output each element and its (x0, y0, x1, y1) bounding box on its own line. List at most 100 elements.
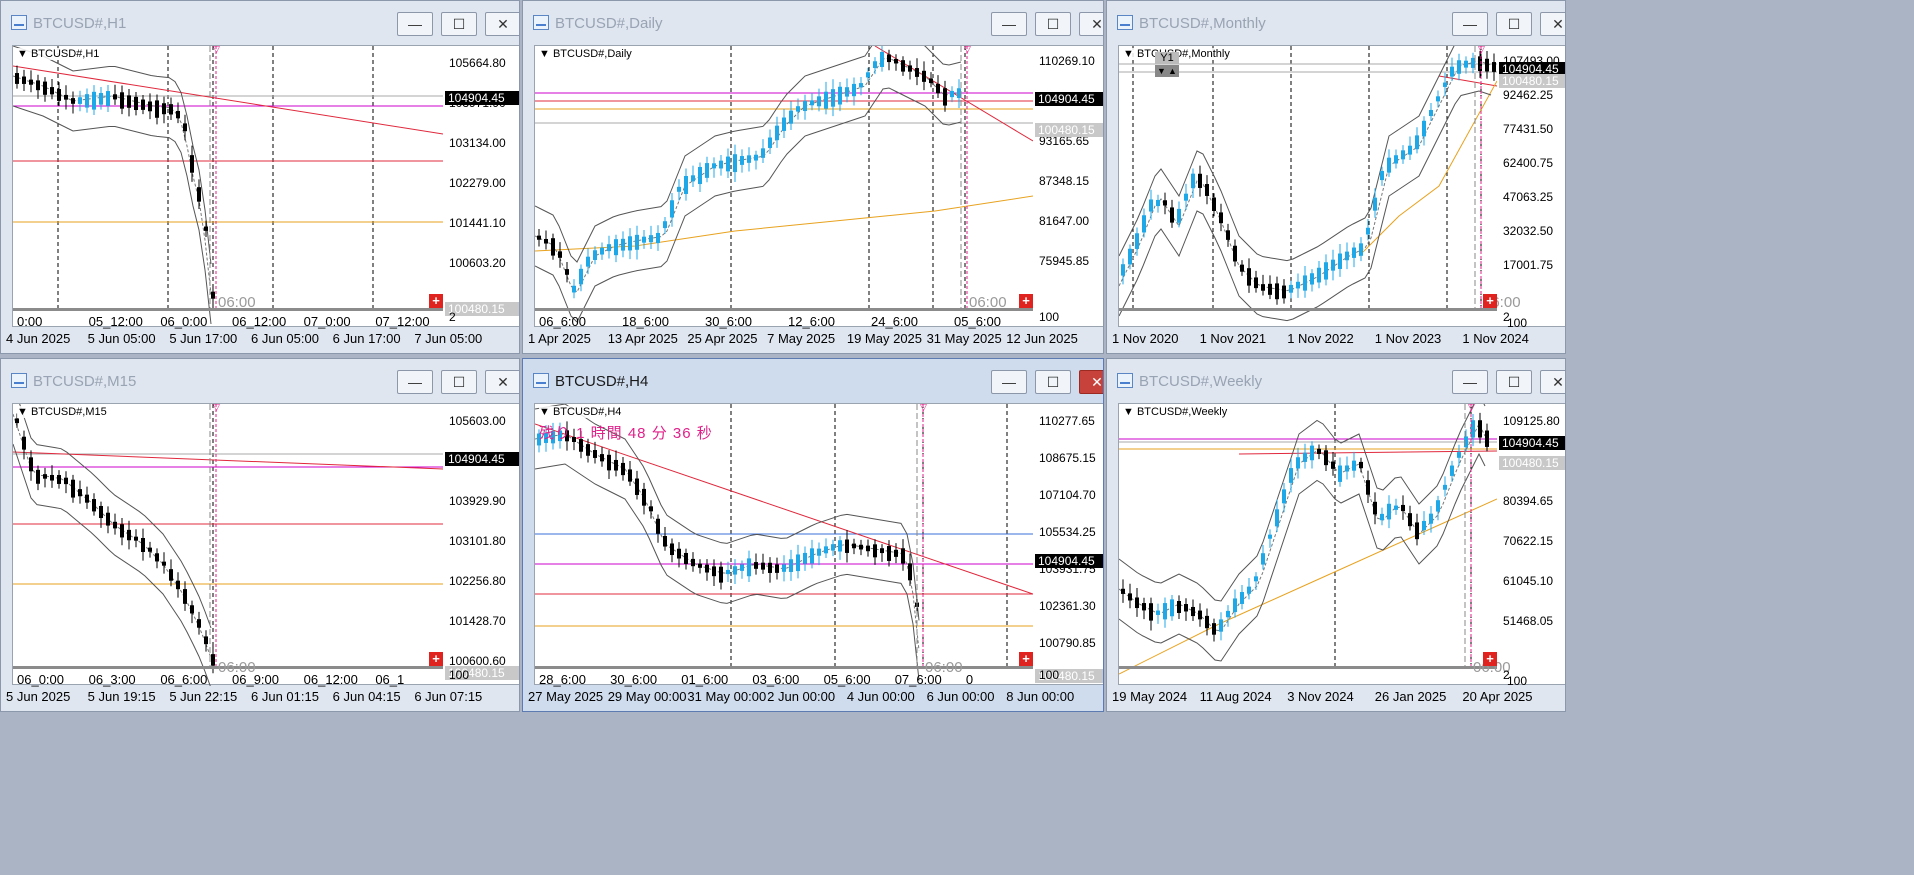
time-axis: 1 Apr 2025 13 Apr 2025 25 Apr 2025 7 May 20… (528, 331, 1103, 349)
indicator-button-arrows[interactable]: ▼ ▲ (1155, 65, 1179, 77)
indicator-separator (535, 308, 1033, 311)
add-button[interactable]: + (1019, 294, 1033, 308)
chart-area[interactable]: ▽▼ BTCUSD#,H106:00+105664.80103971.90103… (12, 45, 519, 329)
add-button[interactable]: + (1019, 652, 1033, 666)
maximize-button[interactable]: ☐ (441, 12, 477, 36)
candle (628, 236, 632, 251)
candle (155, 100, 159, 118)
candle (1142, 215, 1146, 233)
price-tick-label: 105664.80 (449, 56, 506, 70)
add-button[interactable]: + (429, 294, 443, 308)
minimize-button[interactable]: — (1452, 370, 1488, 394)
period-label: 0:00 (17, 314, 43, 329)
candle (1261, 553, 1265, 565)
close-button[interactable]: ✕ (1540, 12, 1565, 36)
chart-area[interactable]: ▽ ▼ BTCUSD#,Monthly Y1 ▼ ▲ 06:00 +107493.00 924… (1118, 45, 1565, 330)
add-button[interactable]: + (1483, 294, 1497, 308)
minimize-button[interactable]: — (991, 370, 1027, 394)
candle (1170, 207, 1174, 223)
time-tick-label: 19 May 2024 (1112, 689, 1188, 704)
maximize-button[interactable]: ☐ (1035, 12, 1071, 36)
candle (176, 580, 180, 590)
chart-area[interactable]: ▽▼ BTCUSD#,M1506:00+105603.00104774.9010… (12, 403, 519, 687)
candle (1149, 199, 1153, 212)
chart-window-m15[interactable]: BTCUSD#,M15 — ☐ ✕ ▽ ▼ BTCUSD#,M15 06:00 +10… (0, 358, 520, 712)
title-bar[interactable]: BTCUSD#,Weekly — ☐ ✕ (1107, 359, 1565, 403)
minimize-button[interactable]: — (397, 12, 433, 36)
candle (134, 536, 138, 541)
minimize-button[interactable]: — (397, 370, 433, 394)
time-tick-label: 5 Jun 2025 (6, 689, 71, 704)
candle (719, 566, 723, 583)
candle (197, 187, 201, 202)
close-button[interactable]: ✕ (1079, 12, 1103, 36)
candle (635, 234, 639, 250)
candle (1450, 465, 1454, 476)
price-tick-label: 105534.25 (1039, 525, 1096, 539)
candle (78, 97, 82, 104)
candle (838, 540, 842, 552)
title-bar[interactable]: BTCUSD#,H1 — ☐ ✕ (1, 1, 519, 45)
current-price-tag: 104904.45 (1035, 92, 1103, 106)
candle (1338, 253, 1342, 269)
candle (99, 505, 103, 519)
add-button[interactable]: + (1483, 652, 1497, 666)
title-bar[interactable]: BTCUSD#,Monthly — ☐ ✕ (1107, 1, 1565, 45)
minimize-button[interactable]: — (1452, 12, 1488, 36)
candle (1324, 450, 1328, 466)
add-button[interactable]: + (429, 652, 443, 666)
close-button[interactable]: ✕ (1540, 370, 1565, 394)
candle (1373, 501, 1377, 515)
period-label: 18_6:00 (622, 314, 669, 329)
candle (635, 478, 639, 495)
candle (1198, 610, 1202, 620)
title-bar[interactable]: BTCUSD#,H4 — ☐ ✕ (523, 359, 1103, 403)
candle (15, 73, 19, 84)
chart-window-h1[interactable]: BTCUSD#,H1 — ☐ ✕ ▽ ▼ BTCUSD#,H1 06:00 +1056… (0, 0, 520, 354)
title-bar[interactable]: BTCUSD#,M15 — ☐ ✕ (1, 359, 519, 403)
candle (894, 549, 898, 557)
candle (1296, 281, 1300, 289)
candle (663, 535, 667, 547)
maximize-button[interactable]: ☐ (1035, 370, 1071, 394)
candle (1478, 56, 1482, 72)
chart-area[interactable]: ▽ ▼ BTCUSD#,H4 残り 1 時間 48 分 36 秒 06:00 +1102… (534, 403, 1103, 687)
maximize-button[interactable]: ☐ (1496, 370, 1532, 394)
chart-window-monthly[interactable]: BTCUSD#,Monthly — ☐ ✕ ▽ ▼ BTCUSD#,Monthly… (1106, 0, 1566, 354)
candle (789, 110, 793, 124)
indicator-button-y1[interactable]: Y1 (1155, 52, 1179, 64)
candle (36, 469, 40, 484)
candle (1142, 603, 1146, 611)
period-label: 05_12:00 (88, 314, 143, 329)
maximize-button[interactable]: ☐ (1496, 12, 1532, 36)
window-title: BTCUSD#,Daily (555, 15, 663, 32)
minimize-button[interactable]: — (991, 12, 1027, 36)
time-tick-label: 7 May 2025 (767, 331, 836, 346)
candle (733, 566, 737, 575)
chart-area[interactable]: ▽▼ BTCUSD#,Weekly06:00+109125.8089971.70… (1118, 403, 1565, 688)
chart-window-weekly[interactable]: BTCUSD#,Weekly — ☐ ✕ ▽ ▼ BTCUSD#,Weekly 06… (1106, 358, 1566, 712)
time-tick-label: 5 Jun 22:15 (169, 689, 238, 704)
close-button[interactable]: ✕ (485, 12, 519, 36)
price-axis: 110269.1098866.8093165.6587348.1581647.0… (1035, 46, 1103, 324)
price-tick-label: 102361.30 (1039, 599, 1096, 613)
symbol-label: ▼ BTCUSD#,Daily (539, 48, 632, 60)
candle (649, 235, 653, 243)
candle (1226, 230, 1230, 240)
time-tick-label: 11 Aug 2024 (1199, 689, 1272, 704)
candle (726, 569, 730, 575)
title-bar[interactable]: BTCUSD#,Daily — ☐ ✕ (523, 1, 1103, 45)
close-button[interactable]: ✕ (1079, 370, 1103, 394)
period-label: 28_6:00 (539, 672, 586, 687)
price-tick-label: 103101.80 (449, 534, 506, 548)
chart-window-h4[interactable]: BTCUSD#,H4 — ☐ ✕ ▽ ▼ BTCUSD#,H4 残り 1 時間 48… (522, 358, 1104, 712)
chart-area[interactable]: ▽▼ BTCUSD#,Daily06:00+110269.1098866.809… (534, 45, 1103, 329)
candle (1408, 513, 1412, 527)
candle (155, 553, 159, 562)
maximize-button[interactable]: ☐ (441, 370, 477, 394)
candle (1177, 208, 1181, 223)
price-tick-label: 32032.50 (1503, 224, 1554, 238)
chart-window-daily[interactable]: BTCUSD#,Daily — ☐ ✕ ▽ ▼ BTCUSD#,Daily 06:0… (522, 0, 1104, 354)
time-axis: 19 May 2024 11 Aug 2024 3 Nov 2024 26 Jan 2… (1112, 689, 1565, 707)
close-button[interactable]: ✕ (485, 370, 519, 394)
